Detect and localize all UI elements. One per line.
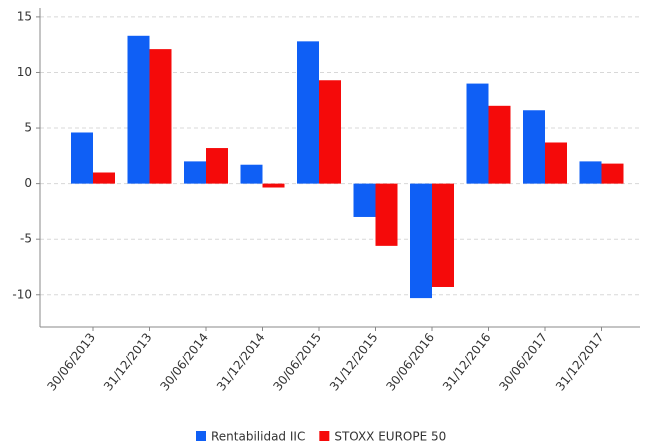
bar <box>127 35 150 184</box>
bar <box>184 161 206 184</box>
bar <box>71 132 93 184</box>
y-tick-label: -5 <box>20 232 32 246</box>
bar <box>466 83 489 184</box>
bar <box>523 110 545 184</box>
bar <box>206 148 228 184</box>
legend-swatch <box>319 431 330 441</box>
bar <box>545 142 567 184</box>
bar <box>319 80 341 184</box>
bar <box>601 163 624 184</box>
y-tick-label: 5 <box>24 121 32 135</box>
y-tick-label: 10 <box>17 65 32 79</box>
bar <box>488 105 511 184</box>
bar <box>353 183 376 217</box>
bar <box>432 183 454 287</box>
bar <box>375 183 398 246</box>
y-tick-label: 0 <box>24 176 32 190</box>
bar <box>297 41 319 184</box>
bar <box>93 172 115 184</box>
bar <box>262 183 285 188</box>
bar <box>240 164 263 184</box>
legend-label: STOXX EUROPE 50 <box>334 430 446 444</box>
legend-swatch <box>196 431 206 441</box>
legend-label: Rentabilidad IIC <box>211 430 305 444</box>
bar <box>149 49 172 184</box>
y-tick-label: -10 <box>12 287 32 301</box>
y-tick-label: 15 <box>17 9 32 23</box>
bar <box>579 161 602 184</box>
bar <box>410 183 432 299</box>
